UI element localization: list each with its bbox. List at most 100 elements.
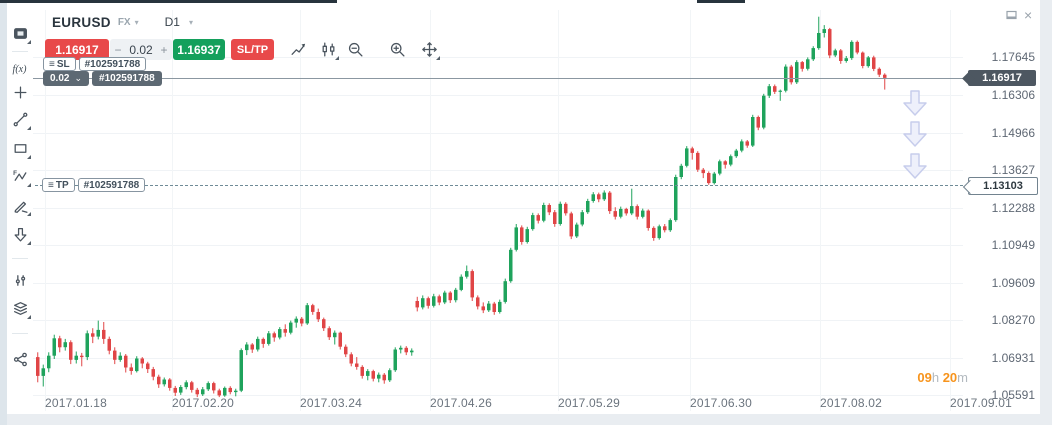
function-icon[interactable]: f(x) xyxy=(11,59,30,78)
stop-loss-order-id[interactable]: #102591788 xyxy=(78,57,147,71)
candle-body xyxy=(129,367,133,371)
y-axis-label: 1.05591 xyxy=(991,388,1035,403)
candle-body xyxy=(113,350,117,360)
zoom-in-icon[interactable] xyxy=(388,40,407,59)
stop-loss-tag[interactable]: ≡ SL xyxy=(43,57,76,71)
candle-body xyxy=(602,192,606,200)
bottom-edge-strip xyxy=(7,414,1052,425)
take-profit-line[interactable] xyxy=(30,185,963,186)
candle-body xyxy=(190,382,194,390)
candle-body xyxy=(872,57,876,69)
candle-body xyxy=(470,271,474,298)
candle-body xyxy=(377,374,381,379)
candle-body xyxy=(597,194,601,200)
submenu-corner xyxy=(27,126,31,130)
crosshair-move-icon[interactable] xyxy=(420,40,440,60)
candle-body xyxy=(388,370,392,381)
countdown-minutes-unit: m xyxy=(957,370,968,385)
chevron-down-icon[interactable]: ▾ xyxy=(134,17,139,27)
chart-style-icon[interactable] xyxy=(319,40,339,60)
chevron-down-icon[interactable]: ▾ xyxy=(188,17,193,27)
sell-button[interactable]: 1.16917 xyxy=(45,39,109,60)
brush-icon[interactable] xyxy=(11,196,31,216)
y-axis-label: 1.09609 xyxy=(991,275,1035,290)
candle-body xyxy=(734,150,738,157)
candles xyxy=(36,16,887,398)
candle-body xyxy=(162,379,166,385)
candle-body xyxy=(795,62,799,83)
candle-body xyxy=(679,165,683,177)
zoom-out-icon[interactable] xyxy=(346,40,365,59)
position-entry-line[interactable] xyxy=(30,78,963,79)
candle-body xyxy=(822,29,826,33)
y-axis[interactable]: 1.17645 1.16306 1.14966 1.13627 1.12288 1.109… xyxy=(963,0,1040,414)
timeframe-selector[interactable]: D1 xyxy=(164,15,180,29)
close-icon[interactable]: × xyxy=(1024,7,1033,23)
position-quantity: 0.02 xyxy=(50,73,70,84)
add-indicator-icon[interactable] xyxy=(11,83,30,102)
candle-body xyxy=(613,211,617,217)
scroll-down-arrow-icon[interactable] xyxy=(902,120,928,148)
candle-body xyxy=(531,215,535,230)
candle-body xyxy=(855,41,859,53)
compare-icon[interactable] xyxy=(11,271,30,290)
position-order-id[interactable]: #102591788 xyxy=(92,71,162,86)
chevron-down-icon: ⌄ xyxy=(74,73,83,83)
svg-text:F: F xyxy=(13,170,17,177)
candle-body xyxy=(514,227,518,250)
candle-body xyxy=(311,305,315,312)
candle-body xyxy=(184,382,188,388)
arrow-down-icon[interactable] xyxy=(11,225,31,245)
candle-body xyxy=(520,227,524,242)
candle-body xyxy=(41,368,45,376)
trend-line-icon[interactable] xyxy=(11,110,31,130)
share-icon[interactable] xyxy=(11,350,30,369)
candle-body xyxy=(322,319,326,329)
minimize-window-icon[interactable] xyxy=(1006,10,1017,20)
candle-body xyxy=(542,205,546,221)
candle-body xyxy=(476,297,480,307)
scroll-down-arrow-icon[interactable] xyxy=(902,152,928,180)
candle-body xyxy=(85,333,89,358)
submenu-corner xyxy=(335,56,339,60)
quantity-increase-button[interactable]: + xyxy=(160,42,168,57)
position-quantity-tag[interactable]: 0.02 ⌄ xyxy=(43,71,90,86)
submenu-corner xyxy=(27,241,31,245)
chart-snapshot-icon[interactable] xyxy=(11,24,31,44)
buy-button[interactable]: 1.16937 xyxy=(173,39,225,60)
candle-body xyxy=(294,318,298,323)
layers-icon[interactable] xyxy=(11,299,31,319)
y-axis-label: 1.14966 xyxy=(991,125,1035,140)
candle-body xyxy=(371,371,375,379)
sltp-button[interactable]: SL/TP xyxy=(231,39,274,60)
take-profit-price-badge: 1.13103 xyxy=(968,177,1038,195)
candle-body xyxy=(844,58,848,61)
y-axis-label: 1.17645 xyxy=(991,50,1035,65)
candle-body xyxy=(509,249,513,282)
candle-body xyxy=(828,29,832,56)
stop-loss-row: ≡ SL #102591788 xyxy=(43,57,147,71)
trend-line-tool-icon[interactable] xyxy=(289,40,308,59)
candle-body xyxy=(459,276,463,290)
candle-body xyxy=(333,332,337,338)
candle-body xyxy=(349,354,353,364)
take-profit-tag[interactable]: ≡ TP xyxy=(42,178,75,192)
take-profit-order-id[interactable]: #102591788 xyxy=(77,178,146,192)
candle-body xyxy=(250,344,254,350)
symbol-name[interactable]: EURUSD xyxy=(52,14,111,30)
candle-body xyxy=(641,210,645,217)
quantity-decrease-button[interactable]: − xyxy=(114,42,122,57)
candle-body xyxy=(619,208,623,217)
candle-body xyxy=(481,306,485,311)
rectangle-icon[interactable] xyxy=(11,139,31,159)
candle-body xyxy=(107,338,111,351)
candle-body xyxy=(223,387,227,396)
market-label: FX xyxy=(117,16,131,28)
candle-body xyxy=(492,303,496,312)
candle-body xyxy=(487,303,491,311)
scroll-down-arrow-icon[interactable] xyxy=(902,89,928,117)
candle-body xyxy=(195,389,199,395)
pattern-icon[interactable]: F xyxy=(11,167,31,187)
candle-body xyxy=(300,318,304,324)
